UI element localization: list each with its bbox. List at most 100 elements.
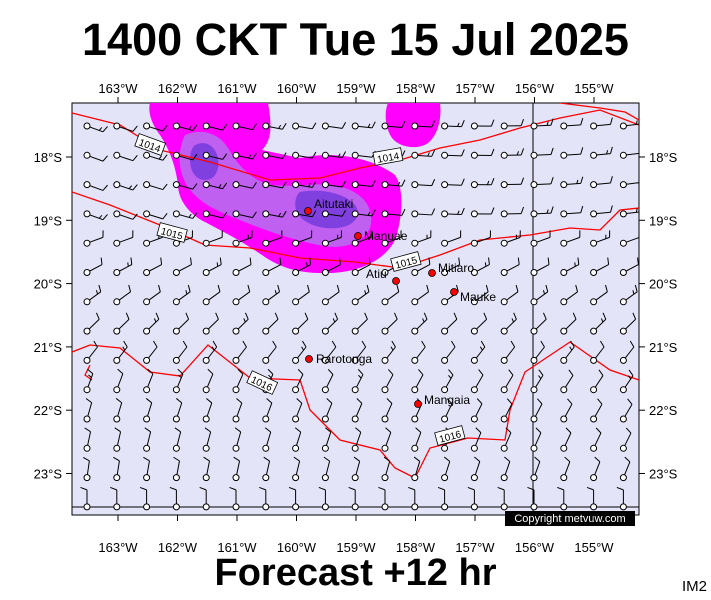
wind-barb (351, 209, 376, 218)
wind-barb (292, 284, 310, 306)
wind-barb (470, 398, 483, 423)
wind-barb (262, 398, 273, 423)
lon-label-bottom: 163°W (98, 540, 138, 555)
lat-label-right: 18°S (649, 150, 678, 165)
wind-barb (381, 427, 392, 452)
wind-barb (292, 210, 317, 218)
place-marker-mitiaro (428, 269, 436, 277)
wind-barb (292, 151, 317, 159)
lon-label-bottom: 159°W (336, 540, 376, 555)
wind-barb (560, 117, 584, 130)
wind-barb (470, 257, 490, 276)
rain-heavy (190, 143, 219, 180)
wind-barb (143, 368, 154, 394)
wind-barb (172, 368, 184, 394)
place-marker-mauke (450, 288, 458, 296)
wind-barb (172, 257, 192, 276)
wind-barb (321, 121, 347, 130)
wind-barb (232, 284, 251, 306)
wind-barb (470, 312, 488, 335)
wind-barb (232, 368, 244, 394)
wind-barb (232, 210, 257, 219)
wind-barb (530, 230, 551, 247)
wind-barb (113, 230, 134, 247)
lon-label-bottom: 158°W (396, 540, 436, 555)
wind-barb (411, 149, 436, 159)
wind-barb (560, 176, 584, 189)
wind-barb (470, 119, 495, 130)
wind-barb (232, 230, 253, 247)
wind-barb (381, 179, 406, 189)
wind-barb (560, 398, 573, 423)
wind-barb (411, 230, 432, 247)
wind-barb (83, 427, 92, 452)
wind-barb (619, 369, 634, 394)
wind-barb (292, 312, 309, 335)
wind-barb (560, 456, 571, 482)
place-marker-manuae (354, 232, 362, 240)
wind-barb (232, 427, 242, 452)
wind-barb (232, 181, 257, 189)
wind-barb (172, 181, 198, 190)
wind-barb (411, 208, 436, 218)
wind-barb (113, 427, 122, 452)
wind-barb (441, 340, 456, 364)
wind-barb (530, 177, 554, 189)
wind-barb (619, 340, 635, 364)
wind-barb (381, 398, 393, 423)
lat-label-left: 23°S (34, 467, 63, 482)
wind-barb (259, 486, 270, 511)
wind-barb (619, 151, 639, 159)
wind-barb (560, 230, 581, 247)
wind-barb (441, 456, 451, 482)
wind-barb (500, 398, 513, 423)
wind-barb (590, 230, 611, 247)
wind-barb (83, 181, 108, 191)
wind-barb (590, 312, 607, 335)
wind-barb (202, 181, 228, 190)
wind-barb (470, 369, 484, 394)
wind-barb (321, 456, 331, 482)
isobar-1016-left (84, 364, 93, 381)
wind-barb (441, 369, 454, 394)
wind-barb (143, 257, 163, 276)
wind-barb (113, 151, 138, 162)
lon-label-bottom: 155°W (574, 540, 614, 555)
map-axes: 163°W 163°W 162°W 162°W 161°W 161°W 160°W 160°W… (34, 81, 678, 555)
lon-label-top: 158°W (396, 81, 436, 96)
wind-barb (143, 456, 151, 482)
wind-barb (590, 284, 608, 306)
wind-barb (381, 456, 391, 482)
wind-barb (381, 120, 406, 130)
wind-barb (411, 340, 426, 364)
wind-barb (202, 427, 212, 452)
wind-barb (411, 257, 431, 276)
lon-label-top: 159°W (336, 81, 376, 96)
wind-barb (113, 284, 132, 306)
wind-barb (232, 151, 257, 160)
wind-barb (172, 122, 198, 132)
wind-barb (560, 312, 577, 335)
wind-barb (560, 284, 579, 306)
wind-barb (82, 456, 91, 482)
wind-barb (530, 398, 543, 423)
wind-barb (83, 284, 102, 306)
wind-barb (441, 119, 465, 130)
wind-barb (262, 456, 271, 482)
rain-area (149, 103, 441, 274)
wind-barb (530, 284, 549, 306)
wind-barb (143, 398, 153, 423)
isobar-1014-b (559, 103, 639, 121)
wind-barb (321, 284, 340, 306)
wind-barb (321, 427, 332, 452)
wind-barb (351, 369, 364, 394)
wind-barb (143, 122, 168, 132)
wind-barb (143, 284, 161, 306)
wind-barb (530, 427, 542, 452)
wind-barb (351, 180, 376, 189)
isobar-labels: 1014 1014 1015 1015 1016 1016 (134, 133, 466, 446)
wind-barb (351, 312, 368, 335)
wind-barb (500, 118, 525, 130)
wind-barb (262, 210, 287, 218)
